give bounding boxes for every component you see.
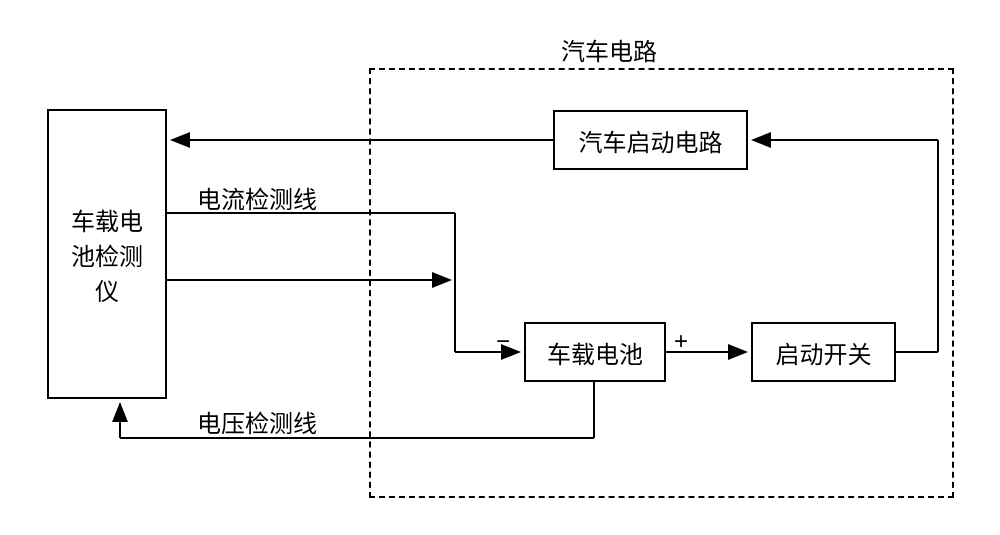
starter-circuit-label: 汽车启动电路 bbox=[579, 123, 723, 158]
battery-positive-label: + bbox=[674, 328, 688, 356]
start-switch-box: 启动开关 bbox=[751, 322, 896, 382]
voltage-detection-line-label: 电压检测线 bbox=[197, 404, 317, 439]
detector-box: 车载电 池检测 仪 bbox=[47, 109, 167, 399]
starter-circuit-box: 汽车启动电路 bbox=[553, 110, 748, 170]
start-switch-label: 启动开关 bbox=[776, 335, 872, 370]
battery-label: 车载电池 bbox=[547, 335, 643, 370]
current-detection-line-label: 电流检测线 bbox=[197, 180, 317, 215]
detector-label: 车载电 池检测 仪 bbox=[71, 202, 143, 307]
battery-box: 车载电池 bbox=[524, 322, 666, 382]
diagram-title: 汽车电路 bbox=[561, 32, 657, 67]
battery-negative-label: − bbox=[496, 328, 510, 356]
